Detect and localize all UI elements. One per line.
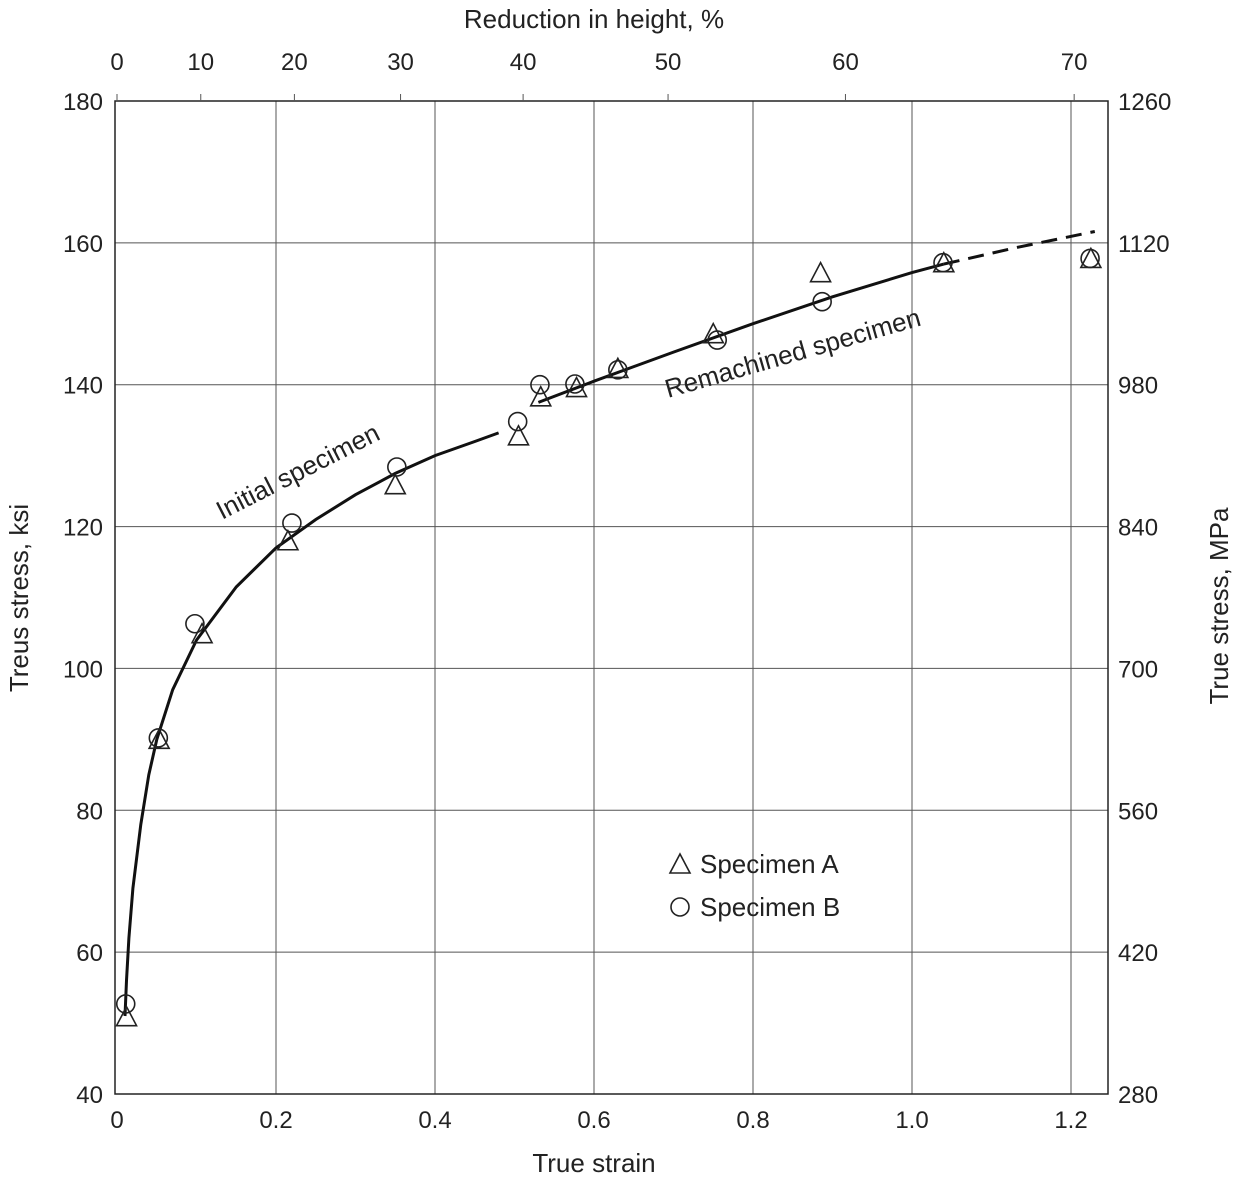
- point-specimen-a: [606, 356, 630, 379]
- legend: Specimen A Specimen B: [668, 849, 840, 922]
- annotation-remachined-specimen: Remachined specimen: [661, 302, 923, 404]
- y2-tick-label: 1120: [1118, 231, 1170, 258]
- point-specimen-b: [282, 513, 302, 533]
- top-tick-label: 0: [110, 49, 123, 76]
- point-specimen-a: [565, 375, 588, 398]
- point-specimen-a: [809, 260, 832, 283]
- top-tick-label: 50: [655, 49, 682, 76]
- legend-triangle-icon: [668, 852, 692, 874]
- legend-label-b: Specimen B: [700, 892, 840, 922]
- point-specimen-b: [1080, 248, 1100, 269]
- top-tick-label: 40: [510, 49, 537, 76]
- y-tick-label: 160: [63, 231, 103, 258]
- y2-tick-label: 980: [1118, 373, 1158, 400]
- y2-tick-label: 700: [1118, 656, 1158, 683]
- top-tick-label: 60: [832, 49, 859, 76]
- point-specimen-b: [148, 728, 169, 748]
- x-tick-label: 0.4: [418, 1107, 451, 1134]
- point-specimen-b: [933, 252, 953, 273]
- y2-tick-label: 420: [1118, 940, 1158, 967]
- curve-initial-specimen: [123, 431, 500, 1017]
- x-tick-label: 1.0: [895, 1107, 928, 1134]
- right-axis-label: True stress, MPa: [1204, 507, 1234, 705]
- point-specimen-b: [507, 411, 528, 432]
- y-tick-label: 180: [63, 89, 103, 116]
- point-specimen-b: [707, 330, 728, 350]
- legend-label-a: Specimen A: [700, 849, 839, 879]
- point-specimen-a: [147, 727, 171, 750]
- curve-remachined-specimen: [537, 262, 945, 404]
- point-specimen-b: [565, 374, 585, 394]
- grid-lines: [115, 101, 1108, 1094]
- point-specimen-a: [115, 1004, 138, 1027]
- y2-tick-label: 560: [1118, 798, 1158, 825]
- data-points: [115, 246, 1103, 1027]
- point-specimen-b: [387, 457, 407, 477]
- fit-curves: [123, 230, 1096, 1017]
- top-tick-label: 70: [1061, 49, 1088, 76]
- y2-tick-label: 840: [1118, 515, 1158, 542]
- y2-tick-label: 280: [1118, 1082, 1158, 1109]
- top-tick-label: 20: [281, 49, 308, 76]
- curve-extrapolation: [943, 230, 1096, 266]
- plot-frame: [114, 100, 1109, 1095]
- y2-tick-label: 1260: [1118, 89, 1171, 116]
- annotation-initial-specimen: Initial specimen: [211, 417, 384, 525]
- y-tick-label: 40: [76, 1082, 103, 1109]
- x-tick-label: 0.2: [259, 1107, 292, 1134]
- x-tick-label: 0.8: [736, 1107, 769, 1134]
- y-tick-label: 120: [63, 515, 103, 542]
- legend-circle-icon: [670, 897, 690, 917]
- point-specimen-b: [185, 613, 205, 634]
- point-specimen-b: [812, 291, 832, 312]
- point-specimen-a: [507, 424, 530, 446]
- y-axis-label: Treus stress, ksi: [4, 504, 34, 692]
- x-tick-label: 0: [110, 1107, 123, 1134]
- x-axis-label: True strain: [532, 1148, 655, 1178]
- x-tick-label: 0.6: [577, 1107, 610, 1134]
- top-axis-label: Reduction in height, %: [464, 4, 724, 34]
- point-specimen-b: [530, 374, 550, 395]
- point-specimen-a: [276, 529, 300, 551]
- y-tick-label: 60: [76, 940, 103, 967]
- x-tick-label: 1.2: [1054, 1107, 1087, 1134]
- top-tick-label: 30: [387, 49, 414, 76]
- y-tick-label: 80: [76, 798, 103, 825]
- y-tick-label: 140: [63, 373, 103, 400]
- point-specimen-b: [608, 360, 628, 380]
- point-specimen-a: [383, 473, 407, 495]
- point-specimen-a: [529, 385, 553, 407]
- y-tick-label: 100: [63, 656, 103, 683]
- point-specimen-b: [115, 994, 136, 1014]
- top-tick-label: 10: [187, 49, 214, 76]
- point-specimen-a: [701, 321, 725, 344]
